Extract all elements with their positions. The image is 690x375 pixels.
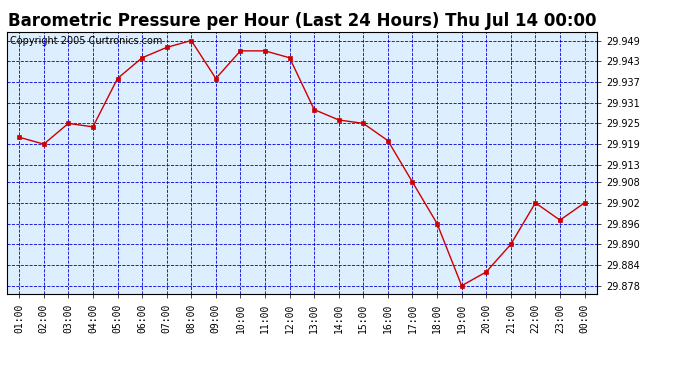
Text: Copyright 2005 Curtronics.com: Copyright 2005 Curtronics.com <box>10 36 162 46</box>
Title: Barometric Pressure per Hour (Last 24 Hours) Thu Jul 14 00:00: Barometric Pressure per Hour (Last 24 Ho… <box>8 12 596 30</box>
